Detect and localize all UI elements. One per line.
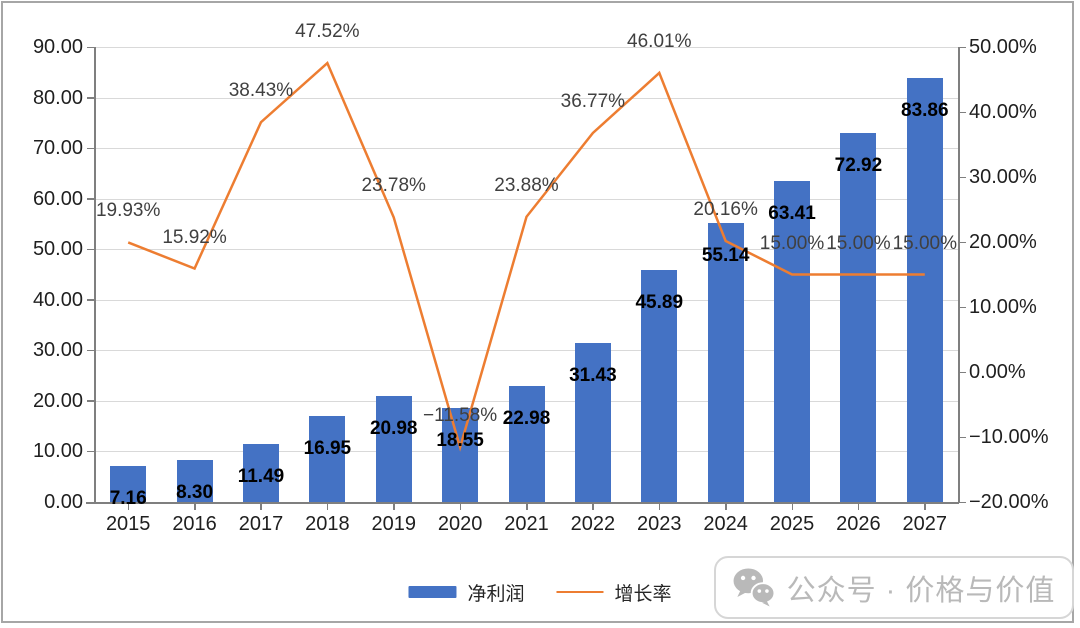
left-axis-label: 40.00 xyxy=(32,288,83,311)
year-label: 2016 xyxy=(172,513,217,535)
year-label: 2021 xyxy=(504,513,549,535)
left-axis-label: 80.00 xyxy=(32,86,83,109)
growth-value-label: 47.52% xyxy=(295,21,360,43)
growth-value-label: 23.78% xyxy=(361,175,426,197)
left-axis-label: 30.00 xyxy=(32,339,83,362)
growth-value-label: 23.88% xyxy=(494,174,559,196)
year-label: 2015 xyxy=(105,513,151,535)
year-label: 2017 xyxy=(238,513,284,535)
left-axis-label: 60.00 xyxy=(32,187,83,210)
year-label: 2020 xyxy=(437,513,483,535)
right-axis-label: 30.00% xyxy=(969,166,1037,188)
year-label: 2024 xyxy=(703,513,748,535)
bar-value-label: 63.41 xyxy=(768,203,816,225)
year-label: 2023 xyxy=(637,513,682,535)
growth-value-label: 19.93% xyxy=(95,200,161,222)
bar-2021 xyxy=(508,385,545,502)
growth-rate-swatch-icon xyxy=(556,590,604,594)
legend-label-growth-rate: 增长率 xyxy=(614,583,672,605)
bar-2017 xyxy=(242,443,279,502)
bar-value-label: 22.98 xyxy=(502,407,551,429)
right-axis-label: 20.00% xyxy=(969,231,1037,253)
year-label: 2019 xyxy=(371,513,416,535)
watermark: 公众号 · 价格与价值 xyxy=(714,556,1074,619)
year-label: 2025 xyxy=(769,513,815,535)
left-axis-label: 90.00 xyxy=(32,36,83,58)
year-label: 2026 xyxy=(836,513,881,535)
legend-item-net-profit: 净利润 xyxy=(408,579,525,606)
right-axis-label: 10.00% xyxy=(969,296,1037,318)
growth-value-label: 46.01% xyxy=(627,30,692,52)
bar-2019 xyxy=(375,395,412,502)
year-label: 2022 xyxy=(570,513,616,535)
growth-value-label: 15.00% xyxy=(892,232,958,254)
net-profit-swatch-icon xyxy=(408,586,457,598)
legend-item-growth-rate: 增长率 xyxy=(556,579,672,606)
growth-value-label: 15.92% xyxy=(162,226,227,248)
watermark-text: 公众号 · 价格与价值 xyxy=(786,574,1056,607)
bar-value-label: 31.43 xyxy=(569,365,617,387)
bar-value-label: 8.30 xyxy=(176,482,214,504)
growth-value-label: 36.77% xyxy=(560,90,626,112)
bar-value-label: 16.95 xyxy=(303,438,352,460)
bar-value-label: 11.49 xyxy=(237,465,285,487)
bar-value-label: 45.89 xyxy=(635,292,684,313)
left-axis-label: 10.00 xyxy=(32,440,83,463)
bar-value-label: 83.86 xyxy=(901,100,949,122)
right-axis-label: 40.00% xyxy=(969,101,1037,123)
left-axis-label: 20.00 xyxy=(32,389,83,412)
legend: 净利润 增长率 xyxy=(408,579,672,606)
bar-2026 xyxy=(840,133,877,502)
year-label: 2018 xyxy=(305,513,350,535)
bar-value-label: 72.92 xyxy=(834,155,883,177)
bar-2027 xyxy=(906,78,943,502)
wechat-icon xyxy=(733,568,775,607)
legend-label-net-profit: 净利润 xyxy=(467,583,525,605)
bar-2016 xyxy=(176,460,213,502)
right-axis-label: −20.00% xyxy=(969,491,1049,513)
bar-2015 xyxy=(110,465,147,502)
growth-value-label: 38.43% xyxy=(228,80,294,102)
bar-2025 xyxy=(774,181,811,502)
right-axis-label: 0.00% xyxy=(969,361,1026,383)
left-axis-label: 0.00 xyxy=(44,491,83,513)
year-label: 2027 xyxy=(902,513,948,535)
left-axis-label: 70.00 xyxy=(32,137,83,160)
right-axis-label: −10.00% xyxy=(969,426,1049,448)
right-axis-label: 50.00% xyxy=(969,36,1037,58)
left-axis-label: 50.00 xyxy=(32,238,83,261)
bar-value-label: 7.16 xyxy=(109,487,147,509)
bar-value-label: 18.55 xyxy=(436,430,484,452)
